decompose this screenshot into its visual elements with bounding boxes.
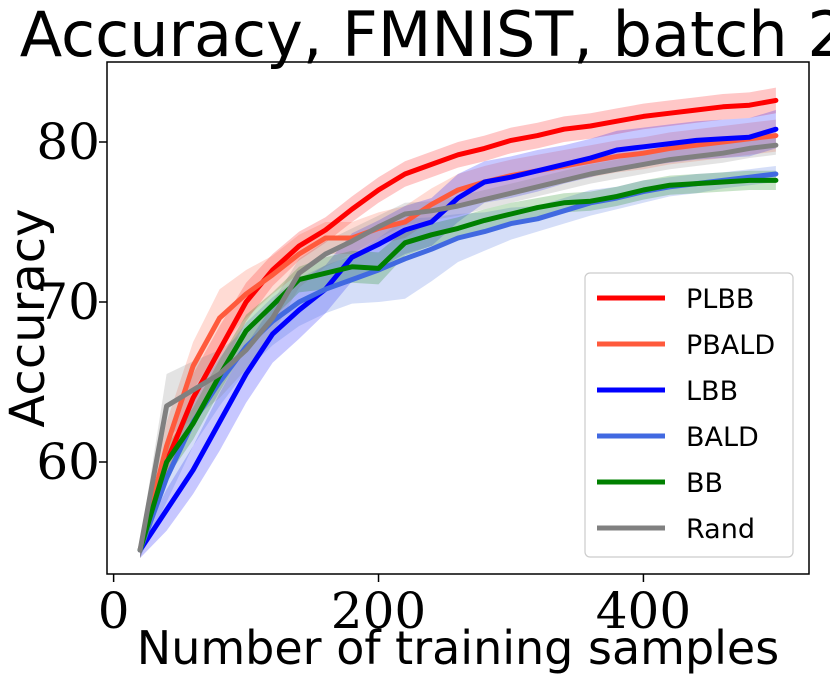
x-tick-label: 0 <box>98 582 130 640</box>
series-line-rand <box>137 142 779 553</box>
x-axis-label: Number of training samples <box>137 621 779 675</box>
x-axis-ticks: 0 200 400 <box>98 574 691 640</box>
series-lines <box>137 97 779 553</box>
band-bald <box>140 166 776 558</box>
legend: PLBB PBALD LBB BALD BB Rand <box>584 272 794 558</box>
legend-label-bald: BALD <box>686 422 759 453</box>
legend-label-pbald: PBALD <box>686 330 775 361</box>
y-tick-label: 60 <box>36 433 100 491</box>
y-tick-label: 80 <box>36 113 100 171</box>
y-axis-label: Accuracy <box>0 208 56 427</box>
band-bb <box>140 170 776 559</box>
legend-label-rand: Rand <box>686 514 755 545</box>
legend-label-bb: BB <box>686 468 723 499</box>
series-line-pbald <box>137 133 779 553</box>
chart-title: Accuracy, FMNIST, batch 20 <box>20 0 830 71</box>
y-axis-ticks: 60 70 80 <box>36 113 107 491</box>
y-tick-label: 70 <box>36 273 100 331</box>
legend-label-lbb: LBB <box>686 376 738 407</box>
plot-frame <box>106 61 810 575</box>
x-tick-label: 400 <box>596 582 691 640</box>
legend-label-plbb: PLBB <box>686 284 754 315</box>
x-tick-label: 200 <box>331 582 426 640</box>
series-line-bb <box>137 177 779 553</box>
series-line-lbb <box>137 126 779 553</box>
series-line-plbb <box>137 97 779 553</box>
